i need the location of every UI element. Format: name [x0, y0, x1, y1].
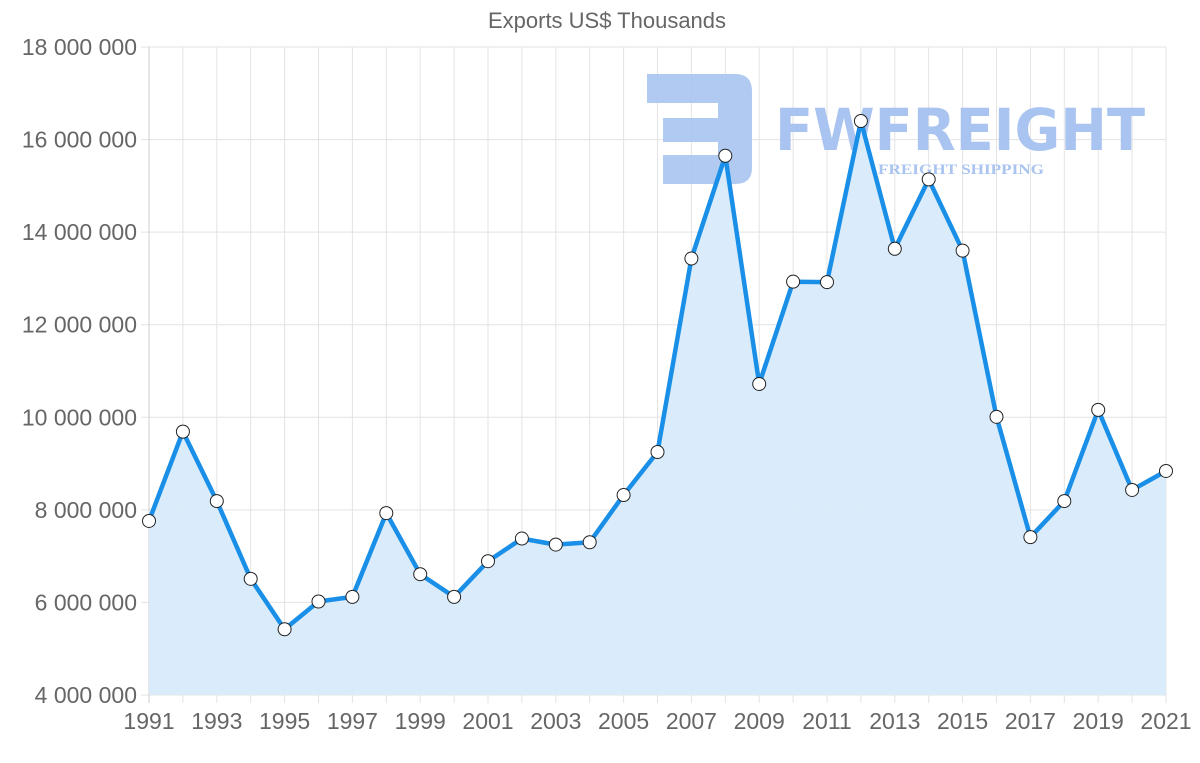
x-tick-label: 2001 — [462, 708, 513, 734]
data-point-marker — [345, 589, 360, 604]
watermark-brand: FWFREIGHT — [775, 96, 1145, 164]
data-point-marker — [142, 513, 156, 528]
x-tick-label: 1991 — [123, 708, 174, 734]
data-point-marker — [650, 445, 665, 459]
y-axis-ticks: 4 000 000 6 000 000 8 000 000 10 000 000 12 … — [22, 34, 137, 708]
x-tick-label: 2011 — [802, 708, 851, 734]
x-tick-label: 1999 — [395, 708, 446, 734]
data-point-marker — [447, 589, 462, 604]
watermark-tagline: FREIGHT SHIPPING — [878, 162, 1044, 178]
x-tick-label: 2019 — [1073, 708, 1124, 734]
data-point-marker — [311, 594, 326, 609]
data-point-marker — [514, 531, 529, 546]
data-point-marker — [786, 274, 801, 289]
data-point-marker — [853, 114, 868, 129]
data-point-marker — [209, 494, 224, 509]
x-tick-label: 1997 — [327, 708, 378, 734]
y-tick-label: 14 000 000 — [22, 219, 137, 245]
data-point-marker — [820, 275, 834, 290]
data-point-marker — [684, 251, 699, 266]
data-point-marker — [887, 241, 902, 256]
x-tick-label: 2005 — [598, 708, 649, 734]
y-tick-label: 6 000 000 — [35, 589, 137, 615]
x-tick-label: 1995 — [259, 708, 310, 734]
x-tick-label: 2009 — [734, 708, 785, 734]
data-markers — [142, 114, 1173, 637]
x-tick-label: 2013 — [869, 708, 920, 734]
y-tick-label: 10 000 000 — [22, 404, 137, 430]
x-tick-label: 2017 — [1005, 708, 1056, 734]
data-point-marker — [718, 148, 733, 163]
data-point-marker — [277, 622, 292, 637]
x-axis-ticks: 1991 1993 1995 1997 1999 2001 2003 2005 2007 2009… — [123, 708, 1191, 734]
fwfreight-logo-icon — [647, 74, 752, 184]
x-tick-label: 2003 — [530, 708, 581, 734]
area-fill-path — [149, 121, 1166, 696]
data-point-marker — [243, 571, 258, 586]
x-tick-label: 2015 — [937, 708, 988, 734]
y-tick-label: 8 000 000 — [35, 497, 137, 523]
y-tick-label: 4 000 000 — [35, 682, 137, 708]
x-tick-label: 2021 — [1140, 708, 1191, 734]
x-tick-label: 2007 — [666, 708, 717, 734]
data-point-marker — [379, 506, 394, 521]
data-point-marker — [1091, 402, 1106, 417]
data-point-marker — [582, 535, 597, 550]
data-point-marker — [1023, 530, 1038, 545]
data-point-marker — [548, 537, 563, 552]
area-fill — [149, 121, 1166, 696]
data-point-marker — [1057, 494, 1072, 509]
data-point-marker — [481, 554, 495, 569]
x-tick-label: 1993 — [191, 708, 242, 734]
data-point-marker — [752, 376, 767, 391]
data-point-marker — [175, 424, 190, 439]
data-point-marker — [955, 243, 970, 258]
data-point-marker — [1125, 482, 1140, 497]
data-point-marker — [921, 172, 936, 187]
data-point-marker — [413, 567, 428, 582]
y-tick-label: 18 000 000 — [22, 34, 137, 60]
data-point-marker — [616, 488, 631, 503]
y-tick-label: 16 000 000 — [22, 127, 137, 153]
y-tick-label: 12 000 000 — [22, 312, 137, 338]
data-point-marker — [989, 409, 1004, 424]
data-point-marker — [1159, 463, 1173, 478]
chart-title: Exports US$ Thousands — [487, 8, 727, 33]
